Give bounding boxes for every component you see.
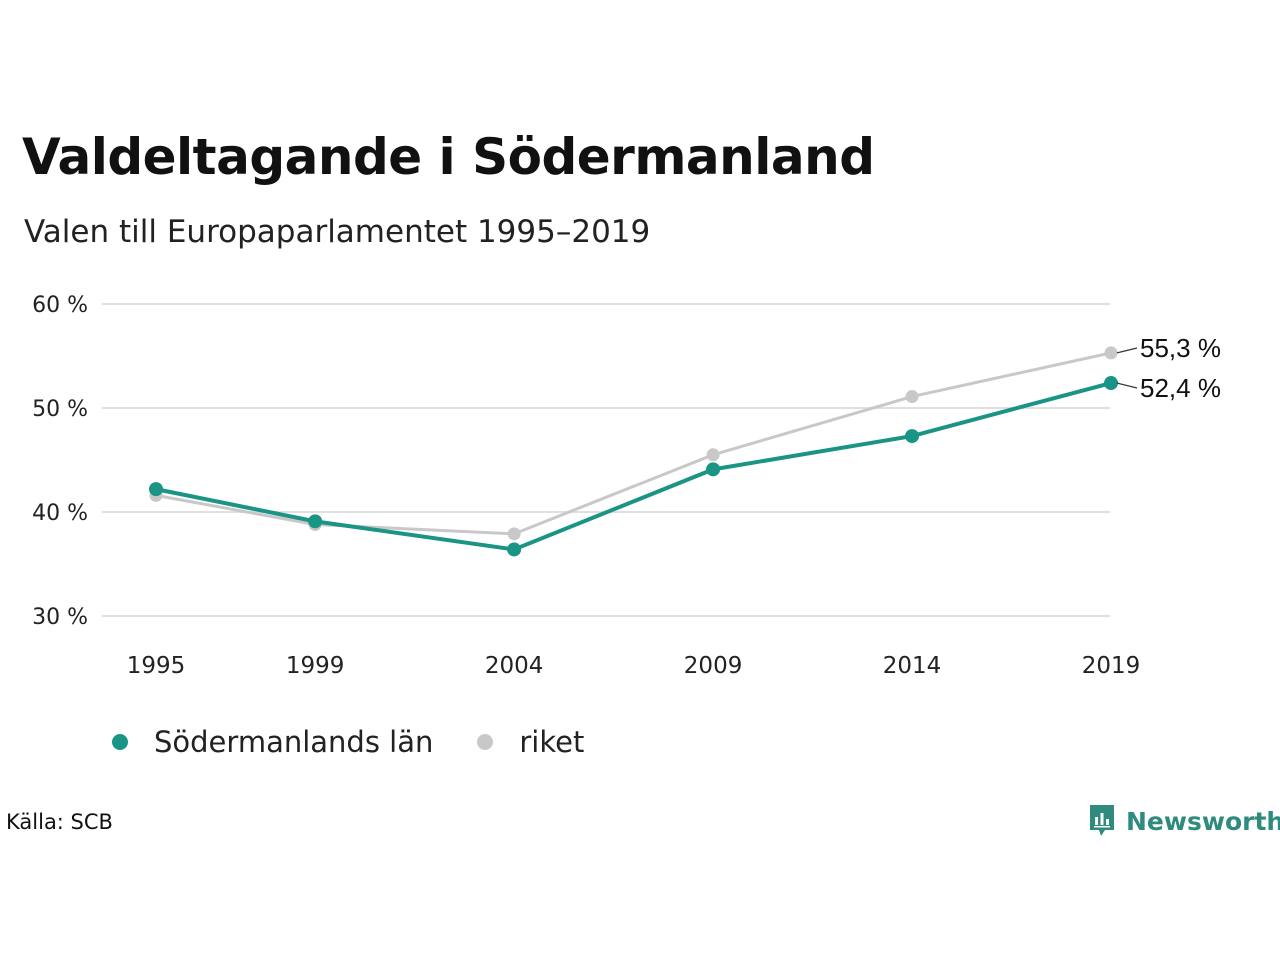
series-group (149, 346, 1118, 557)
data-point-riket (507, 527, 521, 541)
data-point-riket (905, 390, 919, 404)
legend-item-sodermanland[interactable]: Södermanlands län (112, 725, 433, 759)
legend-label-sodermanland: Södermanlands län (154, 725, 434, 759)
chart-subtitle: Valen till Europaparlamentet 1995–2019 (24, 214, 651, 250)
data-point-sodermanland (905, 429, 920, 444)
data-point-sodermanland (149, 482, 163, 497)
y-tick-label: 50 % (32, 397, 88, 422)
end-label-connector-sodermanland (1116, 382, 1138, 389)
brand-logo[interactable]: Newsworthy (1088, 803, 1280, 839)
data-point-riket (706, 448, 720, 462)
legend: Södermanlands län riket (112, 725, 628, 759)
series-line-sodermanland (155, 381, 1112, 552)
gridlines (102, 303, 1110, 617)
end-label-sodermanland: 52,4 % (1140, 373, 1221, 403)
data-point-riket (1104, 346, 1118, 360)
legend-label-riket: riket (519, 725, 585, 759)
bar-chart-badge-icon (1090, 805, 1114, 836)
x-axis: 1995 1999 2004 2009 2014 2019 (127, 653, 1141, 679)
line-chart: 30 % 40 % 50 % 60 % 1995 1999 2004 2009 2014 201… (32, 293, 1221, 679)
x-tick-label: 2014 (883, 653, 942, 679)
y-tick-label: 40 % (32, 501, 88, 526)
x-tick-label: 1995 (127, 653, 186, 679)
x-tick-label: 1999 (286, 653, 345, 679)
legend-marker-riket (477, 734, 494, 750)
y-tick-label: 30 % (32, 605, 88, 630)
y-tick-label: 60 % (32, 293, 88, 318)
data-point-sodermanland (706, 462, 721, 477)
end-label-riket: 55,3 % (1140, 333, 1221, 363)
chart-title: Valdeltagande i Södermanland (22, 128, 875, 186)
legend-item-riket[interactable]: riket (477, 725, 584, 759)
data-point-sodermanland (1104, 376, 1118, 391)
series-line-riket (155, 351, 1112, 536)
y-axis: 30 % 40 % 50 % 60 % (32, 293, 88, 630)
end-label-connector-riket (1116, 347, 1138, 354)
end-labels: 52,4 % 55,3 % (1116, 333, 1221, 403)
x-tick-label: 2009 (684, 653, 743, 679)
brand-name: Newsworthy (1126, 806, 1280, 836)
data-point-sodermanland (507, 542, 522, 557)
legend-marker-sodermanland (112, 734, 128, 750)
x-tick-label: 2019 (1082, 653, 1141, 679)
data-point-sodermanland (308, 514, 323, 529)
x-tick-label: 2004 (485, 653, 544, 679)
source-note: Källa: SCB (6, 810, 113, 834)
